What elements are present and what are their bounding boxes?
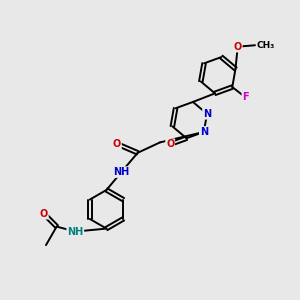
Text: N: N <box>203 109 211 119</box>
Text: O: O <box>166 139 174 149</box>
Text: O: O <box>113 139 121 149</box>
Text: O: O <box>234 42 242 52</box>
Text: O: O <box>40 209 48 219</box>
Text: NH: NH <box>113 167 130 177</box>
Text: N: N <box>200 127 208 137</box>
Text: NH: NH <box>67 226 83 237</box>
Text: F: F <box>242 92 249 103</box>
Text: CH₃: CH₃ <box>256 41 274 50</box>
